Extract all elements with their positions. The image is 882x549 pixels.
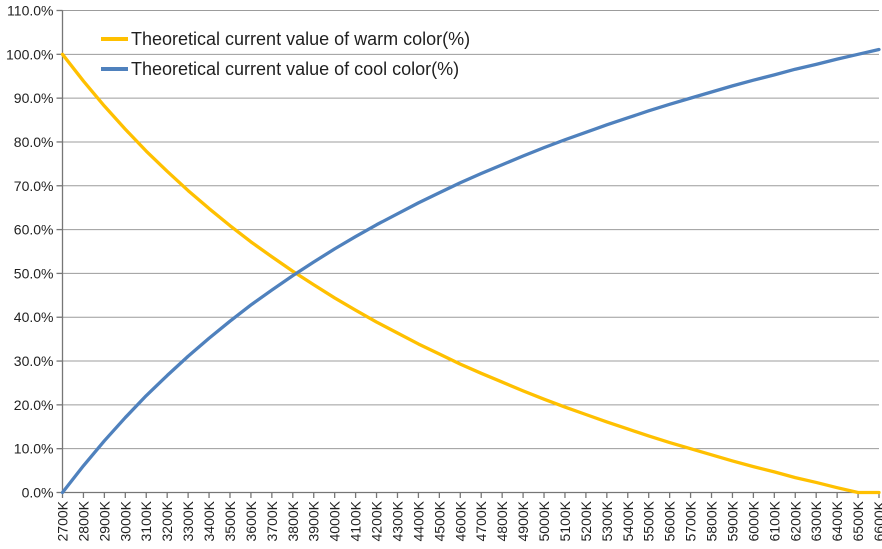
y-axis-tick-label: 30.0% bbox=[14, 353, 54, 369]
cool-series-swatch bbox=[101, 67, 128, 71]
x-axis-tick-label: 5100K bbox=[557, 500, 573, 541]
y-axis-tick-label: 40.0% bbox=[14, 309, 54, 325]
x-axis-tick-label: 2700K bbox=[55, 500, 71, 541]
cool-series-label: Theoretical current value of cool color(… bbox=[131, 58, 460, 79]
x-axis-tick-label: 6600K bbox=[871, 500, 882, 541]
legend-item-warm[interactable]: Theoretical current value of warm color(… bbox=[101, 26, 470, 52]
y-axis-tick-label: 10.0% bbox=[14, 441, 54, 457]
x-axis-tick-label: 4900K bbox=[515, 500, 531, 541]
y-axis-tick-label: 90.0% bbox=[14, 90, 54, 106]
y-axis-tick-label: 60.0% bbox=[14, 222, 54, 238]
x-axis-tick-label: 6000K bbox=[745, 500, 761, 541]
y-axis-tick-label: 50.0% bbox=[14, 265, 54, 281]
x-axis-tick-label: 4700K bbox=[473, 500, 489, 541]
y-axis-ticks: 0.0% 10.0% 20.0% 30.0% 40.0% 50.0% 60.0% 70.0% 8… bbox=[6, 3, 63, 501]
x-axis-tick-label: 4000K bbox=[327, 500, 343, 541]
x-axis-tick-label: 2800K bbox=[75, 500, 91, 541]
y-axis-tick-label: 20.0% bbox=[14, 397, 54, 413]
y-axis-tick-label: 110.0% bbox=[7, 3, 53, 19]
x-axis-tick-label: 5600K bbox=[662, 500, 678, 541]
legend-item-cool[interactable]: Theoretical current value of cool color(… bbox=[101, 56, 470, 82]
x-axis-tick-label: 5900K bbox=[724, 500, 740, 541]
y-axis-tick-label: 70.0% bbox=[14, 178, 54, 194]
x-axis-tick-label: 4200K bbox=[369, 500, 385, 541]
x-axis-tick-label: 3300K bbox=[180, 500, 196, 541]
axes bbox=[61, 10, 879, 494]
y-gridlines bbox=[62, 10, 879, 450]
x-axis-tick-label: 3600K bbox=[243, 500, 259, 541]
x-axis-tick-label: 6200K bbox=[787, 500, 803, 541]
x-axis-tick-label: 3700K bbox=[264, 500, 280, 541]
x-axis-tick-label: 3000K bbox=[117, 500, 133, 541]
legend: Theoretical current value of warm color(… bbox=[101, 26, 470, 82]
x-axis-tick-label: 4100K bbox=[348, 500, 364, 541]
x-axis-tick-label: 3100K bbox=[138, 500, 154, 541]
warm-series-label: Theoretical current value of warm color(… bbox=[131, 28, 471, 49]
x-axis-tick-label: 5500K bbox=[641, 500, 657, 541]
x-axis-tick-label: 6500K bbox=[850, 500, 866, 541]
x-axis-tick-label: 5400K bbox=[620, 500, 636, 541]
cool-series-line bbox=[60, 47, 881, 495]
y-axis-tick-label: 0.0% bbox=[22, 485, 54, 501]
x-axis-tick-label: 4400K bbox=[410, 500, 426, 541]
x-axis-tick-label: 5000K bbox=[536, 500, 552, 541]
x-axis-tick-label: 6300K bbox=[808, 500, 824, 541]
x-axis-tick-label: 6100K bbox=[766, 500, 782, 541]
x-axis-tick-label: 6400K bbox=[829, 500, 845, 541]
x-axis-tick-label: 4600K bbox=[452, 500, 468, 541]
x-axis-tick-label: 5200K bbox=[578, 500, 594, 541]
x-axis-tick-label: 3500K bbox=[222, 500, 238, 541]
x-axis-tick-label: 3200K bbox=[159, 500, 175, 541]
x-axis-tick-label: 4800K bbox=[494, 500, 510, 541]
y-axis-tick-label: 80.0% bbox=[14, 134, 54, 150]
x-axis-tick-label: 5300K bbox=[599, 500, 615, 541]
x-axis-tick-label: 5800K bbox=[704, 500, 720, 541]
x-axis-tick-label: 3800K bbox=[285, 500, 301, 541]
x-axis-ticks: 2700K 2800K 2900K 3000K 3100K 3200K 3300K 3400K… bbox=[55, 492, 882, 541]
y-axis-tick-label: 100.0% bbox=[6, 46, 53, 62]
warm-series-swatch bbox=[101, 37, 128, 41]
x-axis-tick-label: 5700K bbox=[683, 500, 699, 541]
x-axis-tick-label: 3400K bbox=[201, 500, 217, 541]
x-axis-tick-label: 3900K bbox=[306, 500, 322, 541]
warm-series-line bbox=[60, 52, 881, 495]
x-axis-tick-label: 4300K bbox=[389, 500, 405, 541]
x-axis-tick-label: 2900K bbox=[96, 500, 112, 541]
x-axis-tick-label: 4500K bbox=[431, 500, 447, 541]
